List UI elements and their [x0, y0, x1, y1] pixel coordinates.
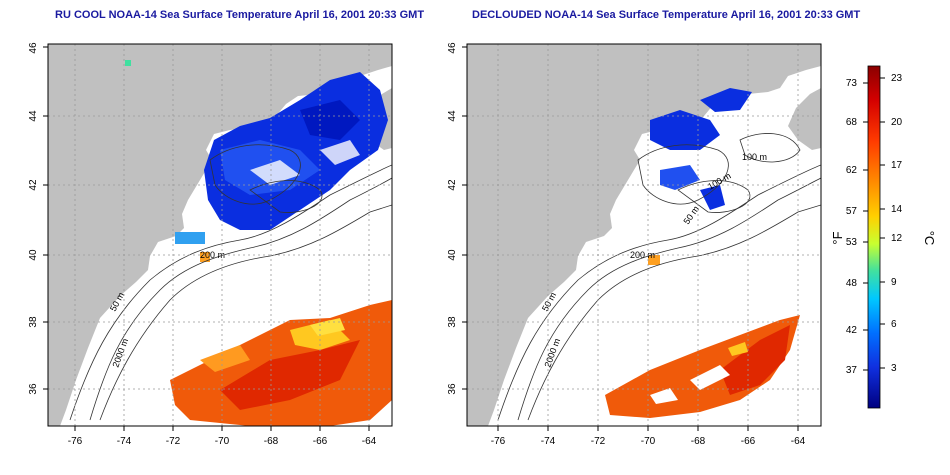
right-y-tick-marks: [462, 46, 467, 390]
right-contour-label-100m: 100 m: [742, 152, 767, 162]
left-y-tick-label: 38: [28, 316, 39, 328]
right-x-tick-label: -70: [641, 436, 656, 447]
colorbar-c-tick: 23: [891, 73, 903, 84]
colorbar-f-tick: 53: [846, 237, 858, 248]
left-y-tick-label: 40: [28, 249, 39, 261]
right-map-frame: [466, 43, 822, 427]
colorbar-f-tick: 62: [846, 165, 858, 176]
colorbar-c-tick: 17: [891, 160, 903, 171]
colorbar-f-tick: 73: [846, 78, 858, 89]
right-x-tick-label: -72: [591, 436, 606, 447]
left-y-tick-label: 42: [28, 179, 39, 191]
colorbar-f-tick: 42: [846, 325, 858, 336]
colorbar-f-tick: 57: [846, 206, 858, 217]
left-bathymetry-contours: [69, 144, 392, 421]
left-x-tick-label: -76: [68, 436, 83, 447]
right-x-tick-label: -74: [541, 436, 556, 447]
right-bathymetry-contours: [497, 133, 821, 421]
left-y-tick-label: 46: [28, 42, 39, 54]
right-x-tick-label: -66: [741, 436, 756, 447]
left-y-tick-label: 44: [28, 110, 39, 122]
right-x-tick-marks: [497, 426, 799, 431]
colorbar-c-tick: 9: [891, 277, 897, 288]
right-x-tick-label: -76: [491, 436, 506, 447]
left-x-tick-label: -74: [117, 436, 132, 447]
left-grid: [48, 44, 392, 426]
colorbar-f-tick: 48: [846, 278, 858, 289]
right-y-tick-label: 36: [447, 383, 458, 395]
left-x-tick-label: -64: [362, 436, 377, 447]
colorbar-gradient: [867, 65, 881, 409]
left-contour-label-200m: 200 m: [200, 250, 225, 260]
right-x-tick-label: -68: [691, 436, 706, 447]
left-sst-map: 200 m 50 m 2000 m -76 -74 -72 -70 -68 -: [28, 42, 393, 447]
right-map-title: DECLOUDED NOAA-14 Sea Surface Temperatur…: [472, 9, 861, 21]
left-x-tick-label: -70: [215, 436, 230, 447]
right-y-tick-label: 44: [447, 110, 458, 122]
left-map-title: RU COOL NOAA-14 Sea Surface Temperature …: [55, 9, 425, 21]
left-map-land: [48, 44, 392, 426]
left-y-tick-label: 36: [28, 383, 39, 395]
colorbar-celsius-label: °C: [922, 231, 937, 246]
right-warm-water: [605, 315, 800, 418]
left-x-tick-label: -66: [313, 436, 328, 447]
colorbar-c-tick: 14: [891, 204, 903, 215]
left-x-tick-label: -68: [264, 436, 279, 447]
right-y-tick-label: 42: [447, 179, 458, 191]
colorbar-fahrenheit-label: °F: [830, 231, 845, 244]
right-cold-water: [648, 88, 752, 265]
left-y-tick-marks: [43, 46, 48, 390]
right-x-tick-label: -64: [791, 436, 806, 447]
right-y-tick-label: 38: [447, 316, 458, 328]
right-y-tick-label: 40: [447, 249, 458, 261]
colorbar-c-tick: 12: [891, 233, 903, 244]
left-map-frame: [47, 43, 393, 427]
colorbar-tick-marks: [863, 77, 885, 371]
colorbar-c-tick: 3: [891, 363, 897, 374]
colorbar-f-tick: 68: [846, 117, 858, 128]
colorbar-c-tick: 20: [891, 117, 903, 128]
left-x-tick-marks: [74, 426, 370, 431]
right-sst-map: 100 m 50 m 100 m 200 m 50 m 2000 m -76 -…: [447, 42, 822, 447]
colorbar-c-tick: 6: [891, 319, 897, 330]
right-map-land: [467, 44, 821, 426]
right-y-tick-label: 46: [447, 42, 458, 54]
right-grid: [467, 44, 821, 426]
colorbar-f-tick: 37: [846, 365, 858, 376]
temperature-colorbar: 73 68 62 57 53 48 42 37 23 20 17 14 12 9…: [830, 65, 937, 409]
right-map-nova-scotia: [788, 88, 821, 150]
left-x-tick-label: -72: [166, 436, 181, 447]
